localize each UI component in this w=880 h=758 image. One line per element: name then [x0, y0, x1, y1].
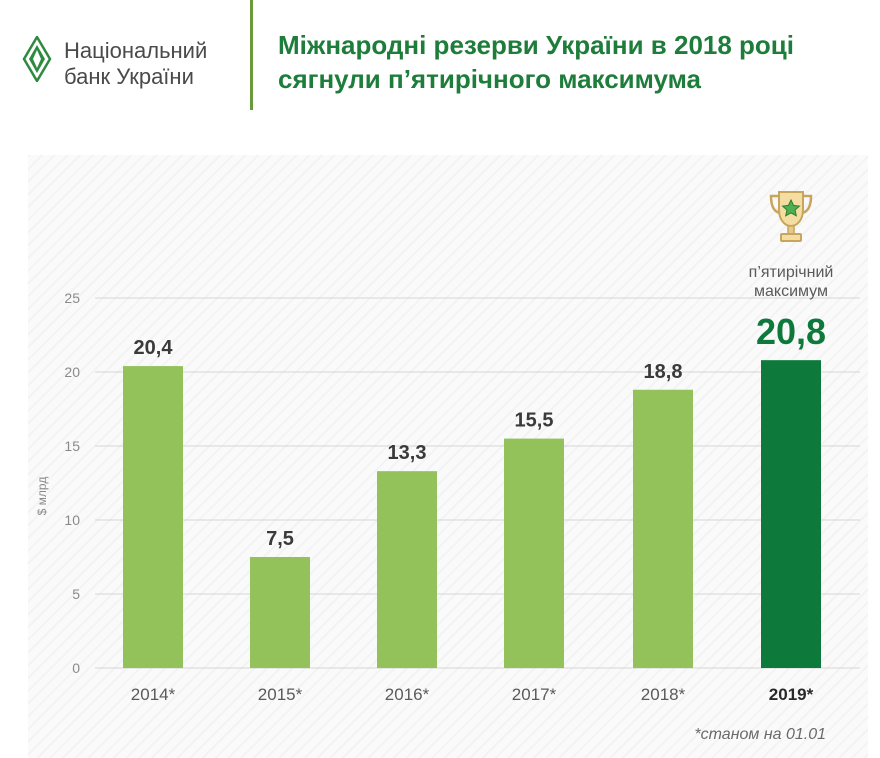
trophy-icon — [769, 191, 813, 242]
bar — [377, 471, 437, 668]
y-tick-label: 15 — [64, 438, 80, 454]
nbu-logo-icon — [22, 36, 52, 82]
x-tick-label: 2017* — [512, 685, 557, 704]
headline-line1: Міжнародні резерви України в 2018 році — [278, 30, 795, 60]
bar-value-label: 18,8 — [644, 361, 683, 383]
annotation-line2: максимум — [754, 283, 828, 300]
footnote: *станом на 01.01 — [694, 726, 826, 743]
bank-name-line2: банк України — [64, 64, 194, 89]
x-tick-label: 2018* — [641, 685, 686, 704]
y-tick-label: 5 — [72, 586, 80, 602]
y-tick-label: 25 — [64, 290, 80, 306]
bar-value-label: 13,3 — [388, 442, 427, 464]
bar-value-label: 7,5 — [266, 528, 294, 550]
bar-value-label: 15,5 — [515, 410, 554, 432]
headline: Міжнародні резерви України в 2018 році с… — [278, 28, 868, 96]
x-tick-label: 2015* — [258, 685, 303, 704]
headline-line2: сягнули п’ятирічного максимума — [278, 64, 702, 94]
bar-value-label: 20,8 — [756, 311, 826, 352]
x-tick-label: 2016* — [385, 685, 430, 704]
bar — [250, 557, 310, 668]
header: Національний банк України Міжнародні рез… — [0, 0, 880, 120]
header-divider — [250, 0, 253, 110]
bar — [504, 438, 564, 668]
x-tick-label: 2014* — [131, 685, 176, 704]
bar — [761, 360, 821, 668]
x-tick-label: 2019* — [769, 685, 814, 704]
bar-value-label: 20,4 — [134, 337, 174, 359]
y-tick-label: 0 — [72, 660, 80, 676]
bar — [633, 389, 693, 668]
y-tick-label: 20 — [64, 364, 80, 380]
y-tick-label: 10 — [64, 512, 80, 528]
annotation-line1: п’ятирічний — [749, 264, 834, 281]
bank-name-line1: Національний — [64, 38, 208, 63]
bar — [123, 366, 183, 668]
y-axis-label: $ млрд — [35, 477, 49, 516]
bank-name: Національний банк України — [64, 38, 207, 90]
